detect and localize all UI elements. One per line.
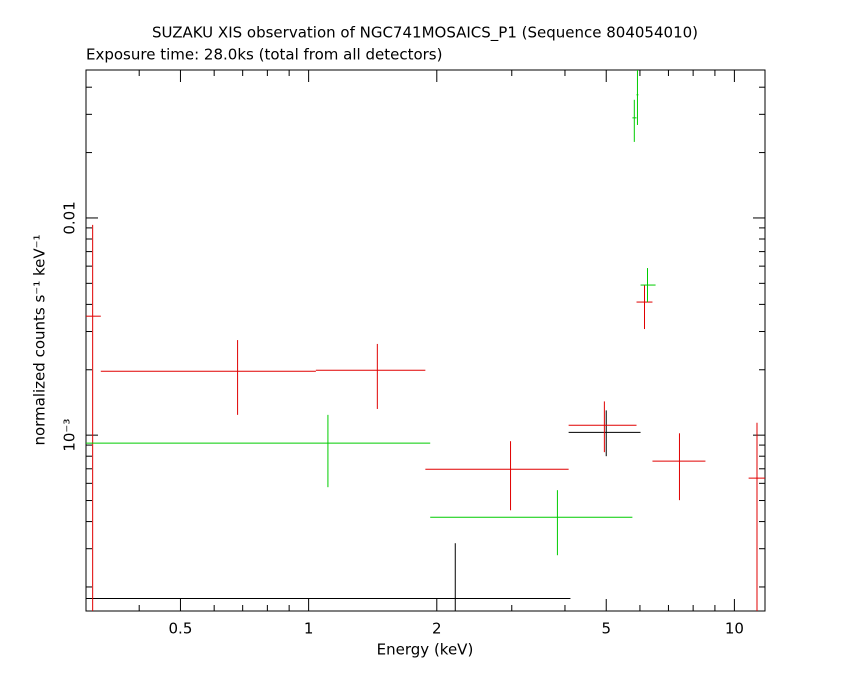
x-tick-label: 1 [304,620,314,638]
y-tick-label: 10⁻³ [61,419,79,452]
y-axis-label: normalized counts s⁻¹ keV⁻¹ [31,234,49,445]
y-tick-label: 0.01 [61,201,79,234]
x-axis-label: Energy (keV) [377,641,474,659]
x-tick-label: 2 [432,620,442,638]
chart-subtitle: Exposure time: 28.0ks (total from all de… [86,46,442,64]
x-tick-label: 5 [601,620,611,638]
plot-frame [85,69,766,612]
x-tick-label: 0.5 [169,620,193,638]
x-tick-label: 10 [725,620,744,638]
chart-title: SUZAKU XIS observation of NGC741MOSAICS_… [152,24,698,43]
